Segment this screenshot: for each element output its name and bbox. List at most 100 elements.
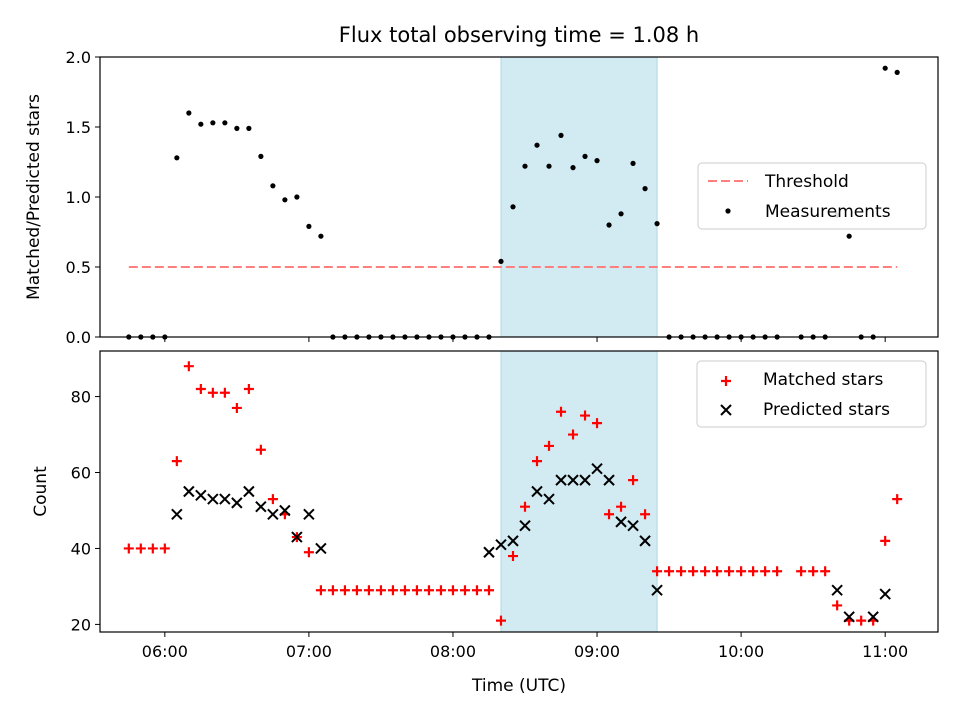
matched-star-point <box>676 566 687 577</box>
plot-frame <box>99 350 939 633</box>
measurement-point <box>198 121 204 127</box>
predicted-star-point <box>315 542 327 555</box>
predicted-star-point <box>243 485 255 498</box>
matched-star-point <box>447 585 458 596</box>
matched-star-point <box>712 566 723 577</box>
matched-star-point <box>231 402 242 413</box>
matched-star-point <box>604 509 615 520</box>
matched-star-point <box>507 551 518 562</box>
measurement-point <box>894 69 900 75</box>
predicted-star-point <box>483 546 495 558</box>
matched-star-point <box>495 615 506 626</box>
predicted-star-point <box>531 485 543 498</box>
y-tick-label: 60 <box>71 464 91 483</box>
predicted-star-point <box>651 584 663 596</box>
measurement-point <box>630 160 636 166</box>
matched-star-point <box>375 585 386 596</box>
measurement-point <box>282 197 288 203</box>
matched-star-point <box>700 566 711 577</box>
measurement-point <box>534 142 540 148</box>
matched-star-point <box>568 429 579 440</box>
measurement-point <box>294 194 300 200</box>
predicted-star-point <box>867 611 879 623</box>
matched-star-point <box>724 566 735 577</box>
measurement-point <box>210 120 216 126</box>
measurement-point <box>186 110 192 116</box>
matched-star-point <box>219 387 230 398</box>
predicted-star-point <box>519 519 531 532</box>
matched-star-point <box>411 585 422 596</box>
matched-star-point <box>736 566 747 577</box>
x-tick-label: 11:00 <box>862 642 908 661</box>
x-tick-label: 09:00 <box>574 642 620 661</box>
matched-star-point <box>387 585 398 596</box>
predicted-star-point <box>291 531 303 543</box>
y-tick-label: 1.5 <box>66 118 91 137</box>
measurement-point <box>582 153 588 159</box>
matched-star-point <box>592 418 603 429</box>
measurement-point <box>318 233 324 239</box>
legend: Matched stars Predicted stars <box>696 360 927 428</box>
legend-matched-swatch <box>721 376 731 386</box>
matched-star-point <box>808 566 819 577</box>
top-panel-ratio: 0.0 0.5 1.0 1.5 2.0 Matched/Predicted stars Th… <box>24 48 939 347</box>
predicted-star-point <box>507 535 519 547</box>
matched-star-point <box>820 566 831 577</box>
measurement-point <box>174 155 180 161</box>
matched-star-point <box>688 566 699 577</box>
matched-star-point <box>195 383 206 394</box>
predicted-star-point <box>219 493 231 505</box>
y-axis-label: Matched/Predicted stars <box>24 94 44 300</box>
measurement-point <box>882 65 888 71</box>
matched-star-point <box>616 501 627 512</box>
matched-star-point <box>135 543 146 554</box>
matched-star-point <box>171 456 182 467</box>
predicted-star-point <box>279 504 291 517</box>
matched-star-point <box>327 585 338 596</box>
matched-star-point <box>796 566 807 577</box>
x-axis-label: Time (UTC) <box>471 676 566 696</box>
bottom-panel-counts: 20 40 60 80 06:00 07:00 08:00 09:00 10:00 11:00 Co… <box>31 350 939 661</box>
matched-star-point <box>532 456 543 467</box>
y-tick-label: 80 <box>71 388 91 407</box>
measurement-point <box>570 165 576 171</box>
legend-predicted-swatch <box>720 404 732 416</box>
legend-threshold-label: Threshold <box>764 172 849 192</box>
matched-star-point <box>832 600 843 611</box>
matched-star-point <box>520 501 531 512</box>
predicted-star-point <box>555 474 567 486</box>
y-tick-label: 0.5 <box>66 258 91 277</box>
predicted-star-point <box>543 493 555 505</box>
highlight-span <box>500 350 658 633</box>
matched-star-point <box>556 406 567 417</box>
predicted-star-point <box>843 611 855 623</box>
measurement-point <box>642 186 648 192</box>
predicted-star-point <box>255 500 267 513</box>
matched-star-point <box>471 585 482 596</box>
y-axis-label: Count <box>31 466 51 517</box>
matched-star-point <box>183 361 194 372</box>
predicted-star-point <box>267 508 279 520</box>
x-tick-label: 08:00 <box>430 642 476 661</box>
matched-star-point <box>399 585 410 596</box>
measurement-point <box>234 125 240 131</box>
x-tick-label: 07:00 <box>286 642 332 661</box>
predicted-star-point <box>831 584 843 596</box>
measurement-point <box>246 125 252 131</box>
matched-star-point <box>580 410 591 421</box>
measurement-point <box>846 233 852 239</box>
measurement-point <box>606 222 612 228</box>
y-tick-label: 0.0 <box>66 328 91 347</box>
measurement-point <box>522 163 528 169</box>
y-tick-label: 2.0 <box>66 48 91 67</box>
predicted-star-point <box>615 516 627 528</box>
measurement-point <box>558 132 564 138</box>
predicted-star-point <box>495 538 507 551</box>
x-tick-label: 10:00 <box>718 642 764 661</box>
matched-star-point <box>772 566 783 577</box>
y-tick-label: 40 <box>71 539 91 558</box>
y-tick-label: 1.0 <box>66 188 91 207</box>
matched-star-point <box>652 566 663 577</box>
measurement-point <box>654 221 660 227</box>
measurement-point <box>498 258 504 264</box>
